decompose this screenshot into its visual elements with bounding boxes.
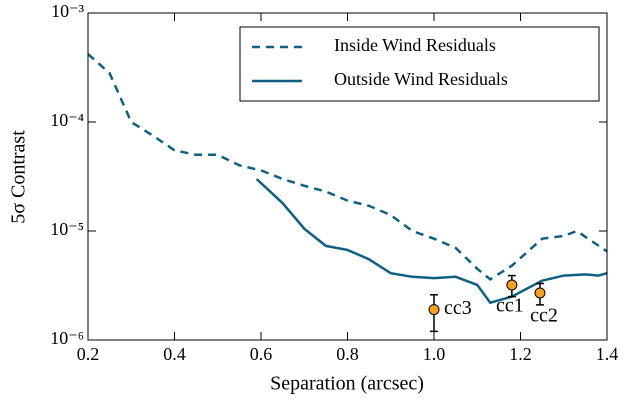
x-axis-label: Separation (arcsec) — [270, 373, 424, 395]
y-tick-label: 10⁻³ — [51, 1, 85, 21]
series-line — [255, 178, 608, 305]
series-line — [87, 53, 608, 281]
x-tick-label: 0.6 — [250, 344, 273, 364]
x-tick-label: 1.0 — [423, 344, 446, 364]
y-tick-label: 10⁻⁴ — [50, 110, 84, 130]
x-tick-label: 1.2 — [509, 344, 532, 364]
x-tick-label: 1.4 — [596, 344, 619, 364]
point-label: cc2 — [530, 305, 558, 327]
legend-label: Outside Wind Residuals — [334, 69, 508, 89]
x-tick-label: 0.8 — [336, 344, 359, 364]
legend-label: Inside Wind Residuals — [334, 35, 496, 55]
y-tick-label: 10⁻⁶ — [50, 328, 84, 348]
plot-frame — [87, 12, 608, 341]
point-label: cc3 — [444, 297, 472, 319]
point — [534, 287, 546, 299]
x-tick-label: 0.2 — [77, 344, 100, 364]
point — [428, 304, 440, 316]
point-label: cc1 — [496, 295, 524, 317]
point — [506, 279, 518, 291]
legend-box — [239, 26, 600, 102]
x-tick-label: 0.4 — [163, 344, 186, 364]
y-axis-label: 5σ Contrast — [8, 130, 30, 224]
y-tick-label: 10⁻⁵ — [50, 219, 84, 239]
